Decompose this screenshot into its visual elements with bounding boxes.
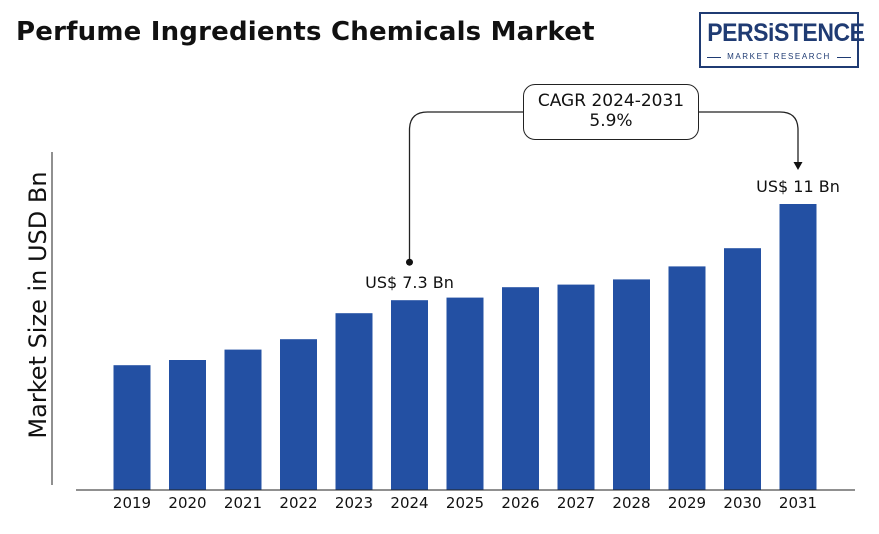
connector-start-dot — [406, 258, 413, 266]
bar-2028 — [613, 279, 650, 490]
x-tick-label: 2027 — [557, 494, 595, 512]
x-tick-label: 2021 — [224, 494, 262, 512]
x-tick-label: 2028 — [612, 494, 650, 512]
bar-2022 — [280, 339, 317, 490]
bar-2031 — [779, 204, 817, 490]
data-labels: US$ 7.3 Bn US$ 11 Bn — [365, 177, 840, 292]
bar-2025 — [446, 297, 484, 490]
logo-rule-left — [707, 57, 721, 58]
cagr-callout: CAGR 2024-2031 5.9% — [523, 84, 699, 140]
logo-subtitle: MARKET RESEARCH — [727, 52, 831, 61]
x-tick-label: 2023 — [335, 494, 373, 512]
persistence-logo: PERSiSTENCE MARKET RESEARCH — [699, 12, 865, 68]
bar-2021 — [224, 349, 262, 490]
logo-name: PERSiSTENCE — [707, 19, 865, 47]
x-tick-label: 2019 — [113, 494, 151, 512]
x-tick-label: 2029 — [668, 494, 706, 512]
x-tick-label: 2031 — [779, 494, 817, 512]
bar-2020 — [169, 360, 206, 490]
x-tick-label: 2025 — [446, 494, 484, 512]
bar-2027 — [557, 284, 595, 490]
connector-arrow-icon — [793, 162, 803, 170]
cagr-connector — [406, 111, 803, 266]
cagr-connector-line — [408, 111, 799, 263]
x-tick-label: 2024 — [390, 494, 428, 512]
x-tick-labels: 2019 2020 2021 2022 2023 2024 2025 2026 2027 2028… — [113, 494, 817, 512]
logo-rule-right — [837, 57, 851, 58]
bar-2019 — [113, 365, 151, 490]
x-tick-label: 2020 — [168, 494, 206, 512]
x-tick-label: 2026 — [501, 494, 539, 512]
cagr-value: 5.9% — [589, 111, 633, 131]
bar-2029 — [668, 266, 706, 490]
chart-title: Perfume Ingredients Chemicals Market — [16, 17, 595, 47]
x-tick-label: 2022 — [279, 494, 317, 512]
bar-2030 — [724, 248, 761, 490]
data-label-2031: US$ 11 Bn — [756, 177, 840, 196]
cagr-label: CAGR 2024-2031 — [537, 91, 685, 111]
bar-2026 — [502, 287, 539, 490]
bar-2024 — [391, 300, 428, 490]
bar-2023 — [335, 313, 373, 490]
data-label-2024: US$ 7.3 Bn — [365, 273, 454, 292]
x-tick-label: 2030 — [723, 494, 761, 512]
bars-group — [113, 204, 817, 490]
